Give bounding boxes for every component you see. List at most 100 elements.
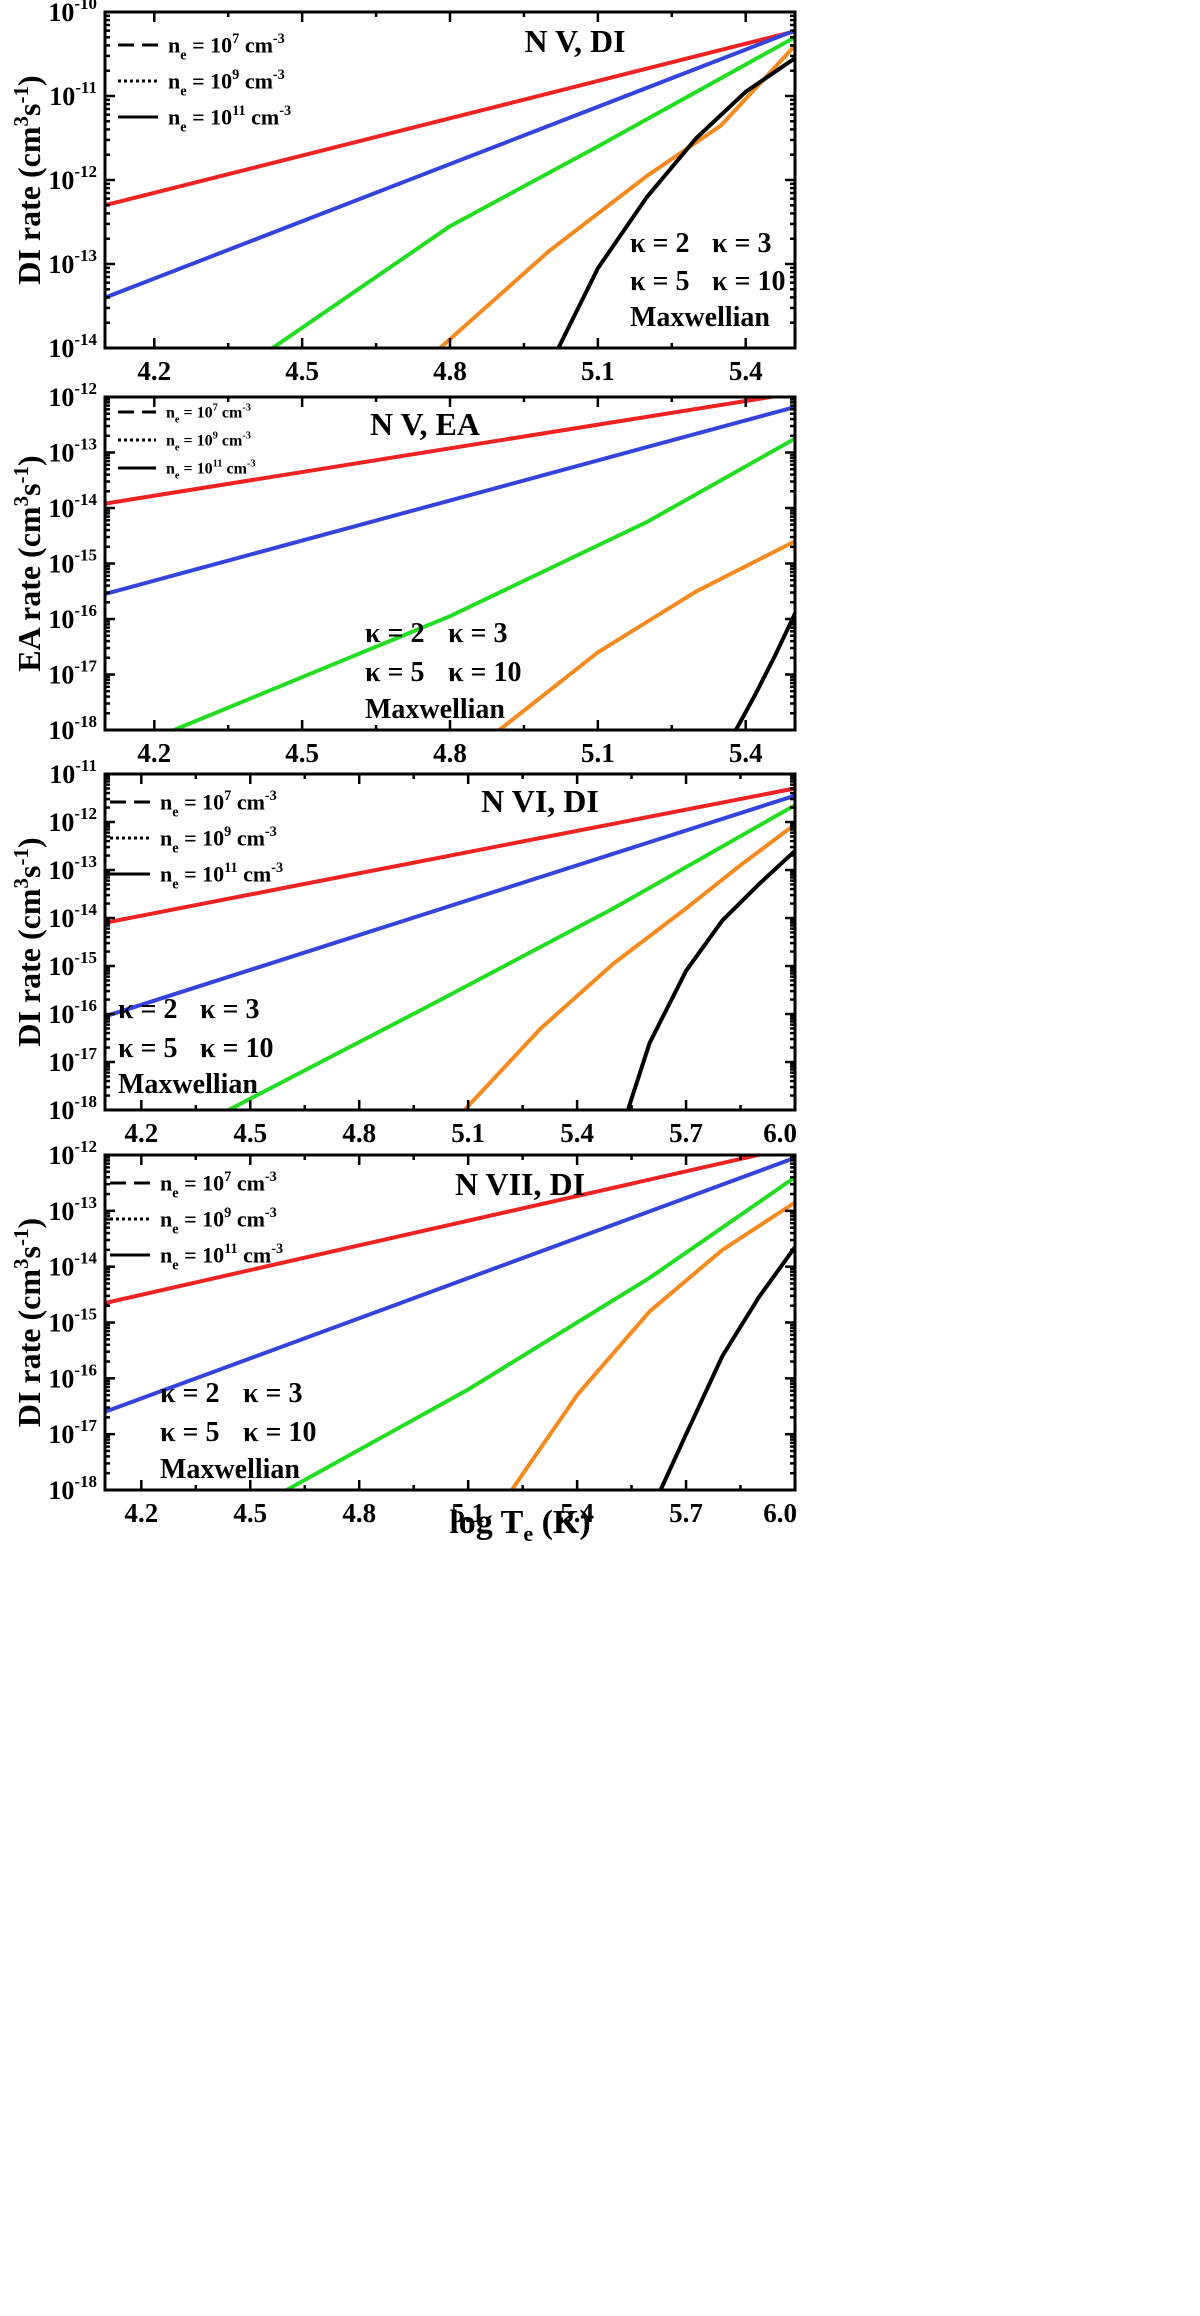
legend-label: ne = 107 cm-3 bbox=[160, 1169, 277, 1202]
legend-label: ne = 1011 cm-3 bbox=[160, 1241, 283, 1274]
y-tick-label: 10-13 bbox=[48, 1193, 97, 1226]
x-tick-label: 4.2 bbox=[124, 1498, 158, 1528]
x-tick-label: 4.5 bbox=[233, 1118, 267, 1148]
x-tick-label: 5.4 bbox=[560, 1118, 594, 1148]
x-tick-label: 6.0 bbox=[763, 1118, 797, 1148]
y-tick-label: 10-14 bbox=[48, 1249, 97, 1282]
x-tick-label: 4.8 bbox=[433, 738, 467, 768]
maxwellian-label: Maxwellian bbox=[118, 1069, 258, 1100]
panel-1: 10-14 10-13 10-12 10-11 10-10 4.2 4.5 4.8 5.1 5.4… bbox=[9, 0, 797, 386]
series-kappa3 bbox=[105, 28, 795, 300]
y-tick-label: 10-13 bbox=[48, 435, 97, 468]
x-tick-label: 4.2 bbox=[137, 356, 171, 386]
kappa2-label: κ = 2 bbox=[630, 228, 690, 259]
kappa5-label: κ = 5 bbox=[365, 657, 425, 688]
series-kappa10 bbox=[462, 822, 795, 1110]
panel-4: 10-18 10-17 10-16 10-15 10-14 10-13 10-12 4.2 4.… bbox=[9, 1137, 797, 1528]
x-tick-label: 5.7 bbox=[669, 1498, 703, 1528]
x-tick-label: 4.8 bbox=[342, 1118, 376, 1148]
y-tick-label: 10-16 bbox=[48, 1360, 97, 1393]
legend-label: ne = 1011 cm-3 bbox=[168, 103, 291, 136]
kappa10-label: κ = 10 bbox=[712, 266, 786, 297]
y-tick-label: 10-15 bbox=[48, 546, 97, 579]
kappa10-label: κ = 10 bbox=[448, 657, 522, 688]
y-tick-label: 10-15 bbox=[48, 948, 97, 981]
panel-title: N V, EA bbox=[370, 406, 480, 442]
panel-title: N V, DI bbox=[524, 23, 625, 59]
kappa2-label: κ = 2 bbox=[160, 1378, 220, 1409]
panel-title: N VI, DI bbox=[481, 783, 599, 819]
series-kappa10 bbox=[509, 1200, 795, 1490]
y-tick-label: 10-14 bbox=[48, 490, 97, 523]
y-axis-label: DI rate (cm3s-1) bbox=[9, 837, 47, 1046]
series-kappa10 bbox=[497, 539, 795, 730]
legend-label: ne = 107 cm-3 bbox=[160, 788, 277, 821]
kappa3-label: κ = 3 bbox=[712, 228, 772, 259]
x-tick-label: 4.8 bbox=[433, 356, 467, 386]
kappa2-label: κ = 2 bbox=[365, 618, 425, 649]
y-axis-label: EA rate (cm3s-1) bbox=[9, 455, 47, 671]
series-kappa3 bbox=[105, 793, 795, 1019]
series-kappa2 bbox=[105, 1155, 767, 1305]
series-kappa2 bbox=[105, 786, 795, 925]
y-tick-label: 10-11 bbox=[49, 756, 97, 789]
x-tick-label: 5.4 bbox=[729, 356, 763, 386]
x-tick-label: 5.4 bbox=[729, 738, 763, 768]
kappa3-label: κ = 3 bbox=[448, 618, 508, 649]
series-kappa10 bbox=[438, 43, 795, 348]
y-axis-label: DI rate (cm3s-1) bbox=[9, 75, 47, 284]
x-tick-label: 4.8 bbox=[342, 1498, 376, 1528]
x-tick-label: 4.5 bbox=[285, 738, 319, 768]
legend-label: ne = 109 cm-3 bbox=[160, 824, 277, 857]
y-tick-label: 10-14 bbox=[48, 900, 97, 933]
maxwellian-label: Maxwellian bbox=[160, 1454, 300, 1485]
y-tick-label: 10-10 bbox=[48, 0, 97, 27]
legend-label: ne = 107 cm-3 bbox=[166, 402, 251, 425]
y-tick-label: 10-18 bbox=[48, 1092, 97, 1125]
y-tick-label: 10-11 bbox=[49, 78, 97, 111]
x-tick-label: 4.5 bbox=[233, 1498, 267, 1528]
series-kappa5 bbox=[172, 436, 795, 730]
panel-title: N VII, DI bbox=[455, 1166, 585, 1202]
maxwellian-label: Maxwellian bbox=[630, 302, 770, 333]
series-maxwellian bbox=[658, 1245, 795, 1490]
x-tick-label: 4.2 bbox=[137, 738, 171, 768]
legend-label: ne = 107 cm-3 bbox=[168, 31, 285, 63]
kappa5-label: κ = 5 bbox=[630, 266, 690, 297]
x-tick-label: 4.2 bbox=[124, 1118, 158, 1148]
legend-label: ne = 1011 cm-3 bbox=[160, 860, 283, 893]
x-tick-label: 5.7 bbox=[669, 1118, 703, 1148]
legend-label: ne = 109 cm-3 bbox=[166, 430, 251, 453]
series-kappa5 bbox=[226, 803, 795, 1110]
x-tick-label: 5.1 bbox=[581, 356, 615, 386]
y-tick-label: 10-16 bbox=[48, 996, 97, 1029]
x-tick-label: 5.4 bbox=[560, 1498, 594, 1528]
kappa10-label: κ = 10 bbox=[200, 1033, 274, 1064]
kappa5-label: κ = 5 bbox=[118, 1033, 178, 1064]
maxwellian-label: Maxwellian bbox=[365, 694, 505, 725]
kappa3-label: κ = 3 bbox=[243, 1378, 303, 1409]
y-tick-label: 10-13 bbox=[48, 852, 97, 885]
x-tick-label: 5.1 bbox=[451, 1118, 485, 1148]
y-axis-label: DI rate (cm3s-1) bbox=[9, 1218, 47, 1427]
series-kappa3 bbox=[105, 405, 795, 596]
panel-3: 10-18 10-17 10-16 10-15 10-14 10-13 10-12 10-11… bbox=[9, 756, 797, 1148]
y-tick-label: 10-13 bbox=[48, 246, 97, 279]
kappa3-label: κ = 3 bbox=[200, 994, 260, 1025]
series-kappa2 bbox=[105, 397, 784, 506]
y-tick-label: 10-12 bbox=[48, 1137, 97, 1170]
series-maxwellian bbox=[625, 848, 795, 1110]
series-maxwellian bbox=[733, 611, 795, 730]
kappa10-label: κ = 10 bbox=[243, 1417, 317, 1448]
x-axis-label: log Te (K) bbox=[449, 1504, 590, 1546]
kappa2-label: κ = 2 bbox=[118, 994, 178, 1025]
y-tick-label: 10-17 bbox=[48, 657, 97, 690]
kappa5-label: κ = 5 bbox=[160, 1417, 220, 1448]
series-kappa3 bbox=[105, 1155, 795, 1414]
legend-label: ne = 1011 cm-3 bbox=[166, 458, 256, 481]
series-kappa2 bbox=[105, 29, 795, 208]
series-kappa5 bbox=[284, 1175, 795, 1490]
y-tick-label: 10-18 bbox=[48, 712, 97, 745]
panel-2: 10-18 10-17 10-16 10-15 10-14 10-13 10-12 4.2 4.… bbox=[9, 379, 797, 768]
